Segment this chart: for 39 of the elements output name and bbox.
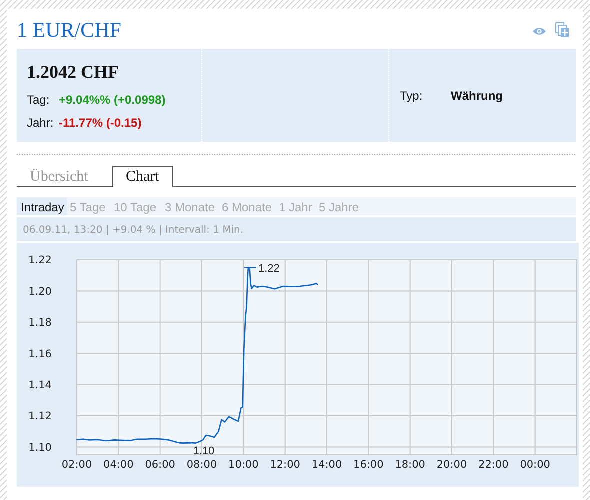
text: 5 Jahre: [319, 200, 360, 214]
x-tick-label: 14:00: [312, 459, 342, 471]
x-tick-label: 10:00: [228, 459, 259, 471]
y-tick-label: 1.16: [28, 348, 52, 360]
text: Jahr:: [27, 116, 54, 130]
x-tick-label: 20:00: [436, 459, 468, 471]
x-tick-label: 12:00: [270, 459, 300, 471]
x-tick-label: 02:00: [62, 459, 92, 471]
x-tick-label: 00:00: [520, 459, 550, 471]
text: 10 Tage: [114, 200, 157, 214]
text: 1 Jahr: [279, 200, 312, 214]
x-tick-label: 16:00: [354, 459, 384, 471]
x-tick-label: 04:00: [104, 459, 134, 471]
y-tick-label: 1.10: [28, 442, 52, 454]
annotation: 1.10: [193, 445, 215, 458]
text: Intraday: [21, 200, 64, 214]
text: Übersicht: [30, 168, 90, 185]
y-tick-label: 1.18: [28, 317, 52, 330]
text: Chart: [126, 169, 160, 185]
text: Tag:: [27, 93, 50, 107]
x-tick-label: 18:00: [395, 459, 426, 471]
text: 3 Monate: [165, 200, 216, 214]
text: 6 Monate: [222, 200, 272, 214]
y-tick-label: 1.22: [28, 254, 52, 267]
chart-subtitle: 06.09.11, 13:20 | +9.04 % | Intervall: 1 Min.: [23, 225, 244, 236]
y-tick-label: 1.12: [28, 410, 52, 423]
y-tick-label: 1.14: [28, 379, 52, 392]
text: 5 Tage: [70, 200, 106, 214]
text: Typ:: [400, 89, 423, 103]
text: Währung: [451, 89, 503, 103]
x-tick-label: 06:00: [145, 459, 176, 471]
y-tick-label: 1.20: [28, 286, 52, 298]
annotation: 1.22: [258, 262, 280, 275]
text: +9.04%% (+0.0998): [59, 93, 166, 107]
x-tick-label: 22:00: [478, 459, 509, 471]
chart-title: 1 EUR/CHF: [17, 18, 122, 42]
text: 1.2042 CHF: [27, 62, 119, 82]
x-tick-label: 08:00: [186, 459, 218, 471]
text: -11.77% (-0.15): [59, 116, 142, 130]
